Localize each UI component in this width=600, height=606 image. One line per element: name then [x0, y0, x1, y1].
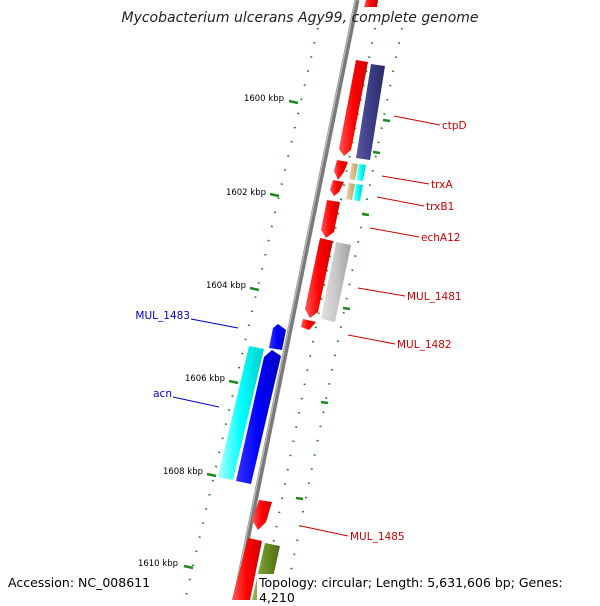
gene-trxA-red — [334, 160, 348, 180]
gene-label-echA12: echA12 — [421, 232, 460, 244]
gene-label-MUL1481: MUL_1481 — [407, 291, 462, 303]
gene-ctpD-red — [339, 60, 368, 156]
gene-bottom-red — [232, 538, 262, 600]
tick-1602 — [269, 192, 280, 198]
gene-label-trxA: trxA — [431, 179, 453, 191]
guide-track-outer-right — [284, 27, 403, 600]
gene-trxB1-cyan — [353, 184, 363, 201]
gene-label-trxB1: trxB1 — [426, 201, 454, 213]
gene-echA12-red — [321, 200, 340, 238]
gene-MUL1485-red — [252, 500, 272, 530]
accession-text: Accession: NC_008611 — [6, 574, 153, 591]
gene-ctpD-navy — [356, 64, 385, 160]
gene-trxB1-red — [330, 180, 344, 196]
genome-title: Mycobacterium ulcerans Agy99, complete g… — [121, 10, 479, 26]
gene-MUL1481-red — [305, 238, 333, 318]
gene-acn-cyan — [218, 346, 264, 480]
gene-acn-blue — [236, 350, 281, 484]
gene-label-MUL1485: MUL_1485 — [350, 531, 405, 543]
gene-label-acn: acn — [153, 388, 172, 400]
tick-label-1606: 1606 kbp — [185, 374, 225, 384]
tick-labels: 1600 kbp 1602 kbp 1604 kbp 1606 kbp 1608… — [138, 94, 284, 569]
gene-MUL1482-red — [301, 319, 316, 330]
tick-label-1600: 1600 kbp — [244, 94, 284, 104]
tick-label-1604: 1604 kbp — [206, 281, 246, 291]
genome-backbone — [232, 0, 360, 600]
tick-label-1608: 1608 kbp — [163, 467, 203, 477]
genome-backbone-highlight — [232, 0, 357, 600]
gene-label-ctpD: ctpD — [442, 120, 467, 132]
gene-trxB1-tan — [346, 183, 355, 200]
tick-1608 — [206, 472, 217, 478]
gene-label-MUL1482: MUL_1482 — [397, 339, 452, 351]
topology-text: Topology: circular; Length: 5,631,606 bp… — [257, 574, 600, 606]
label-leaders — [172, 115, 441, 537]
tick-label-1610: 1610 kbp — [138, 559, 178, 569]
gene-top-fragment — [364, 0, 378, 7]
tick-1604 — [249, 286, 260, 292]
guide-track-inner-right — [261, 27, 376, 600]
tick-label-1602: 1602 kbp — [226, 188, 266, 198]
gene-trxA-cyan — [356, 164, 366, 181]
gene-label-MUL1483: MUL_1483 — [135, 310, 190, 322]
tick-1606 — [228, 379, 239, 385]
gene-trxA-tan — [349, 163, 358, 180]
tick-1610 — [183, 564, 194, 570]
minor-ticks — [295, 118, 391, 501]
gene-MUL1481-gray — [321, 242, 351, 322]
gene-MUL1483-blue — [269, 324, 286, 350]
tick-1600 — [288, 99, 299, 105]
